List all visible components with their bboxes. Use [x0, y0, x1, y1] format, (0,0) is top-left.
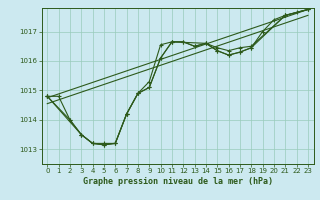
X-axis label: Graphe pression niveau de la mer (hPa): Graphe pression niveau de la mer (hPa)	[83, 177, 273, 186]
